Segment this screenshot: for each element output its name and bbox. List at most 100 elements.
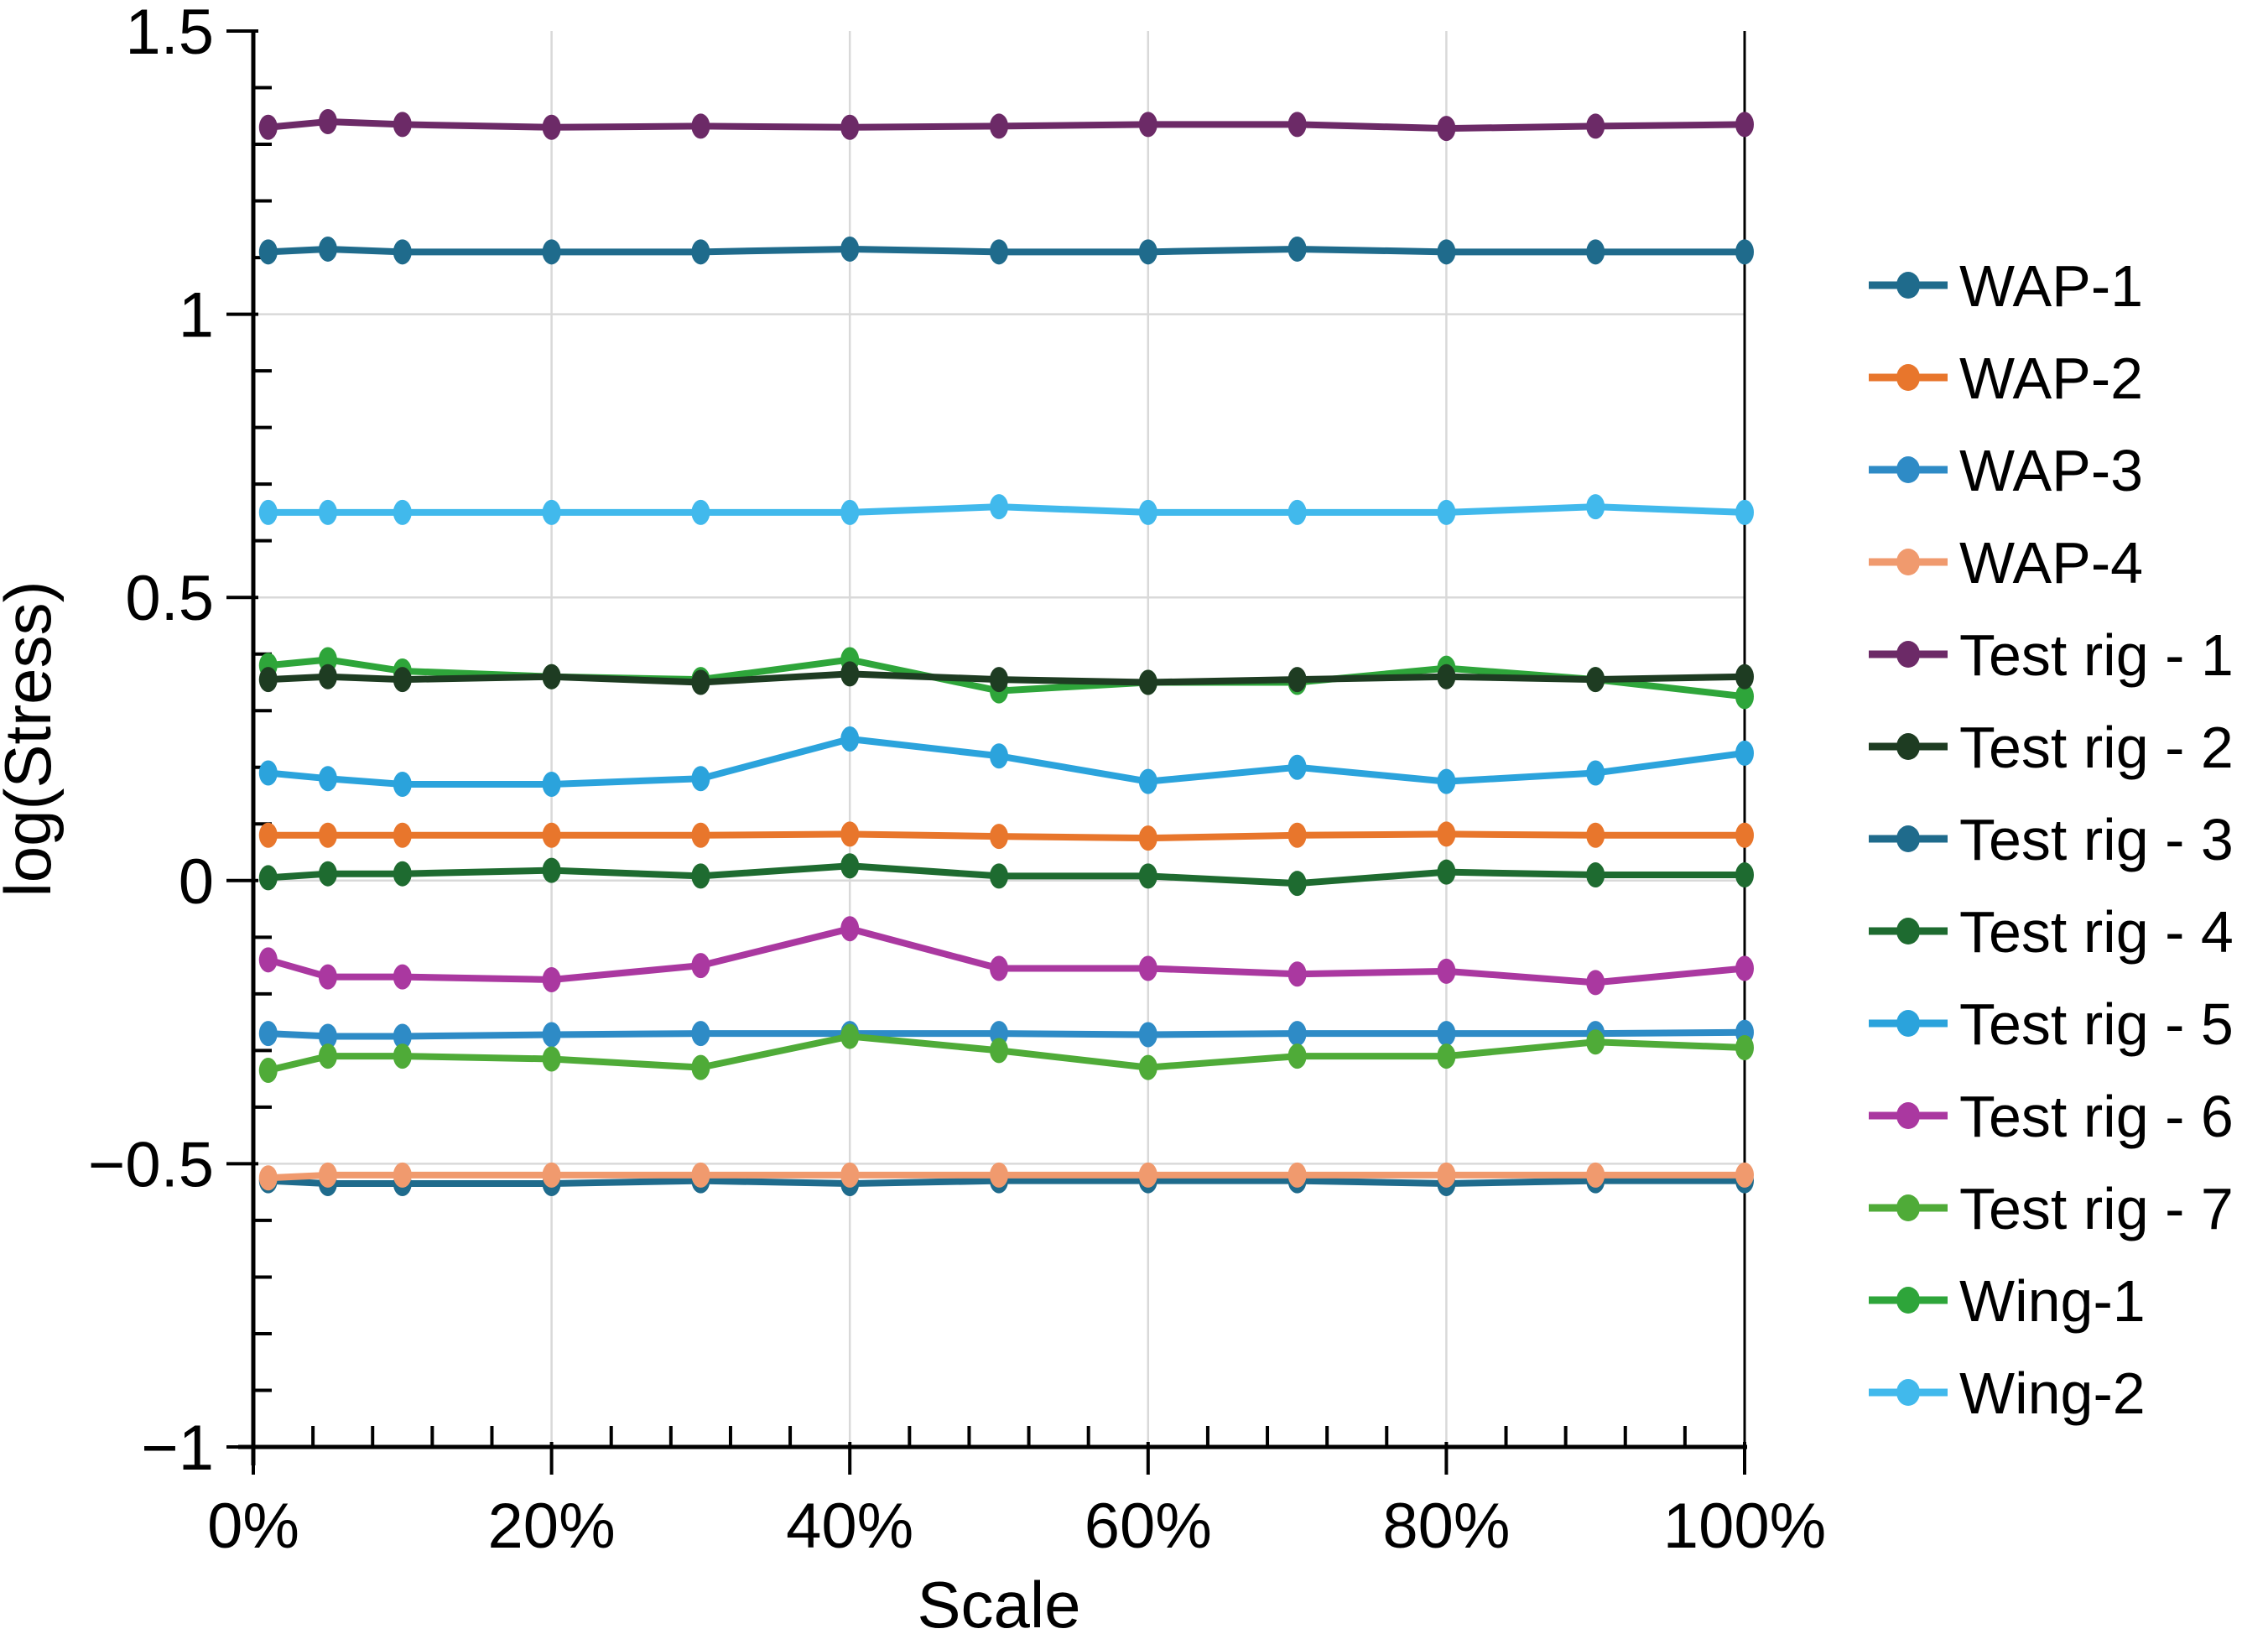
series-marker — [691, 953, 710, 979]
series-marker — [393, 1162, 412, 1188]
legend-swatch-marker — [1896, 456, 1920, 483]
series-marker — [318, 822, 337, 848]
series-marker — [840, 853, 860, 879]
series-marker — [990, 863, 1008, 889]
series-marker — [1437, 663, 1456, 690]
legend-swatch-marker — [1896, 825, 1920, 852]
series-marker — [1735, 955, 1754, 981]
y-tick-label: 1 — [179, 280, 214, 351]
legend-label: Wing-2 — [1959, 1361, 2146, 1426]
y-tick-label: 1.5 — [125, 0, 214, 68]
series-marker — [1138, 863, 1157, 889]
y-tick-label: −1 — [141, 1413, 214, 1484]
x-tick-label: 20% — [488, 1491, 616, 1562]
series-marker — [1586, 970, 1605, 996]
series-marker — [258, 947, 278, 973]
series-marker — [1437, 499, 1456, 525]
series-marker — [258, 822, 278, 848]
series-marker — [1735, 499, 1754, 525]
legend-item-wap-1: WAP-1 — [1869, 253, 2143, 319]
series-marker — [318, 109, 337, 135]
series-marker — [1287, 1162, 1307, 1188]
series-marker — [990, 113, 1008, 139]
legend-item-test-rig---2: Test rig - 2 — [1869, 715, 2234, 780]
y-tick-label: −0.5 — [88, 1129, 214, 1200]
legend-swatch-marker — [1896, 1379, 1920, 1406]
series-line — [264, 1033, 1748, 1074]
series-marker — [393, 239, 412, 265]
series-test-rig---2 — [258, 661, 1754, 695]
series-marker — [691, 1021, 710, 1047]
series-test-rig---6 — [258, 916, 1754, 996]
legend-item-wap-3: WAP-3 — [1869, 438, 2143, 503]
series-marker — [542, 663, 561, 690]
series-marker — [542, 114, 561, 140]
series-line — [264, 1028, 1748, 1040]
series-marker — [542, 499, 561, 525]
series-marker — [318, 964, 337, 990]
series-marker — [393, 667, 412, 693]
series-marker — [840, 726, 860, 752]
series-marker — [318, 1023, 337, 1049]
series-marker — [1138, 955, 1157, 981]
series-marker — [1586, 239, 1605, 265]
series-marker — [1287, 112, 1307, 138]
legend-swatch-marker — [1896, 1010, 1920, 1037]
legend-swatch-marker — [1896, 549, 1920, 575]
series-marker — [1138, 239, 1157, 265]
series-marker — [840, 916, 860, 942]
series-test-rig---4 — [258, 853, 1754, 897]
series-marker — [691, 766, 710, 792]
legend-item-test-rig---1: Test rig - 1 — [1869, 622, 2234, 688]
series-line — [264, 118, 1748, 133]
series-marker — [1437, 1021, 1456, 1047]
series-marker — [1437, 958, 1456, 984]
series-marker — [990, 824, 1008, 850]
series-marker — [542, 966, 561, 992]
series-test-rig---7 — [258, 1023, 1754, 1083]
legend-item-test-rig---3: Test rig - 3 — [1869, 807, 2234, 872]
series-wap-1 — [258, 236, 1754, 265]
legend-item-test-rig---6: Test rig - 6 — [1869, 1084, 2234, 1149]
series-marker — [258, 239, 278, 265]
series-marker — [691, 239, 710, 265]
series-marker — [258, 667, 278, 693]
series-marker — [542, 1162, 561, 1188]
series-test-rig---5 — [258, 726, 1754, 798]
legend-item-wing-1: Wing-1 — [1869, 1268, 2146, 1334]
series-marker — [1735, 684, 1754, 710]
series-marker — [691, 1054, 710, 1080]
series-marker — [990, 955, 1008, 981]
series-line — [264, 245, 1748, 256]
legend-swatch-marker — [1896, 272, 1920, 299]
series-marker — [1735, 822, 1754, 848]
series-marker — [318, 1162, 337, 1188]
series-marker — [542, 1046, 561, 1072]
series-marker — [1586, 113, 1605, 139]
series-wing-2 — [258, 494, 1754, 525]
series-marker — [542, 822, 561, 848]
series-marker — [1735, 1034, 1754, 1060]
series-marker — [990, 239, 1008, 265]
series-marker — [393, 112, 412, 138]
series-marker — [393, 1043, 412, 1069]
series-marker — [1586, 667, 1605, 693]
legend-swatch-marker — [1896, 1287, 1920, 1314]
legend-label: WAP-2 — [1959, 346, 2143, 411]
series-marker — [1586, 1162, 1605, 1188]
y-tick-label: 0 — [179, 846, 214, 918]
series-marker — [1586, 862, 1605, 888]
series-marker — [542, 857, 561, 883]
x-tick-label: 40% — [786, 1491, 913, 1562]
series-marker — [1138, 112, 1157, 138]
series-marker — [1287, 499, 1307, 525]
series-marker — [1586, 494, 1605, 520]
series-marker — [840, 661, 860, 687]
series-marker — [318, 1043, 337, 1069]
series-marker — [258, 1165, 278, 1191]
series-line — [264, 925, 1748, 986]
series-marker — [990, 494, 1008, 520]
axes: 1.5 1 0.5 0 −0.5 −10% 20% 40% 60% 80% 100% — [88, 0, 1826, 1562]
legend-label: Test rig - 3 — [1959, 807, 2234, 872]
series-marker — [1735, 740, 1754, 766]
